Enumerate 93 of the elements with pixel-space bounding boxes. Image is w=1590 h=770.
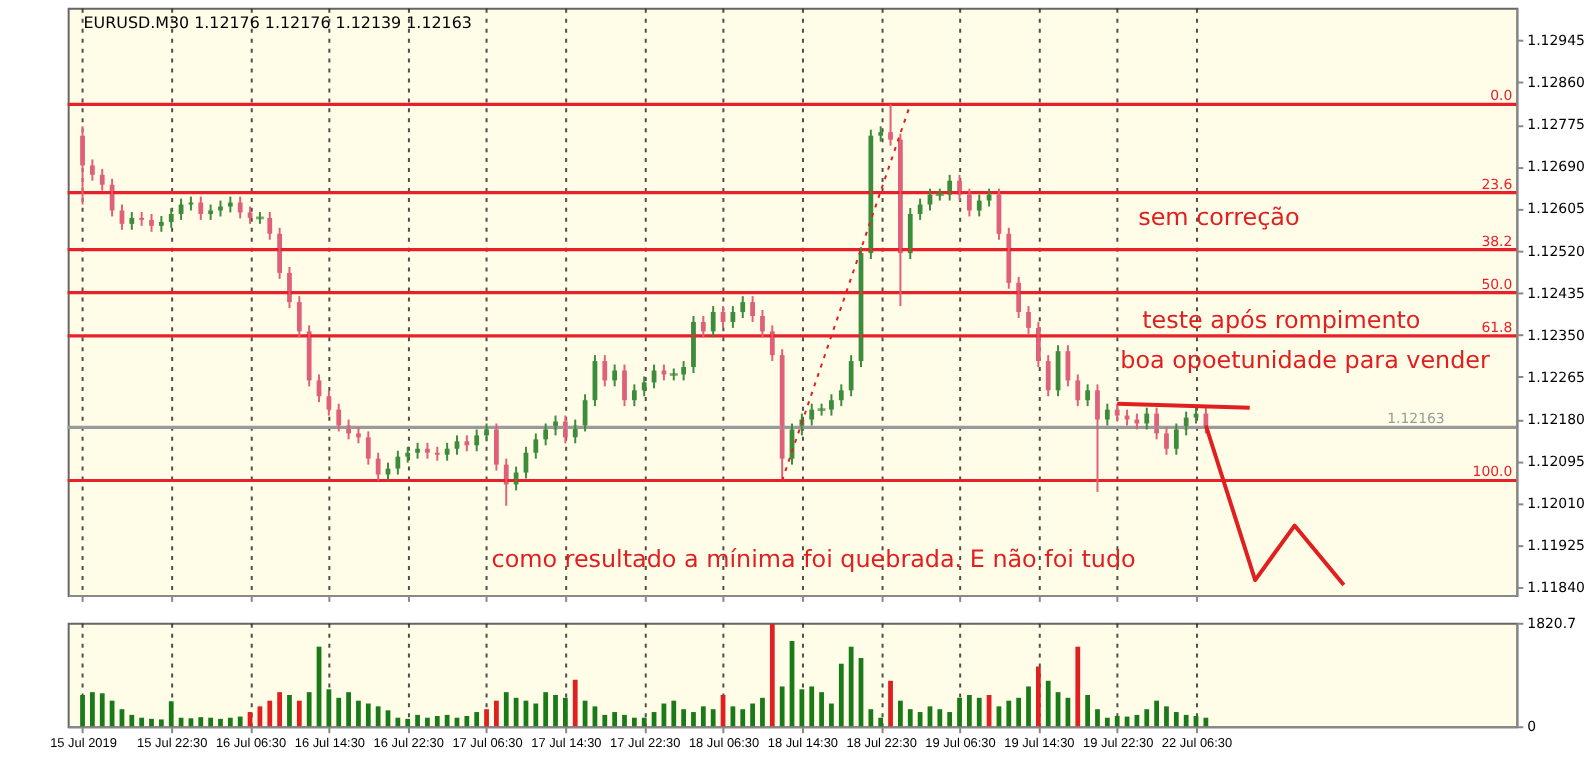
bar xyxy=(277,692,282,727)
bar xyxy=(425,717,430,727)
bar xyxy=(760,697,765,727)
bar xyxy=(572,679,578,727)
bar xyxy=(917,712,923,727)
bar xyxy=(198,717,204,727)
bar xyxy=(306,692,312,727)
bar xyxy=(562,697,568,727)
bar xyxy=(1164,706,1169,727)
bar xyxy=(809,686,815,727)
bar xyxy=(336,697,342,727)
bar xyxy=(208,717,214,727)
bar xyxy=(434,716,440,727)
bar xyxy=(356,700,361,727)
bar xyxy=(671,700,677,727)
bar xyxy=(1085,694,1091,727)
bar xyxy=(937,709,943,727)
bar xyxy=(1114,716,1120,727)
bar xyxy=(395,717,401,727)
bar xyxy=(641,717,647,727)
bar xyxy=(878,717,884,727)
bar xyxy=(868,709,874,727)
annotation: sem correção xyxy=(1138,202,1300,231)
bar xyxy=(957,697,962,727)
bar xyxy=(691,712,696,727)
annotation: como resultado a mínima foi quebrada. E não foi tudo xyxy=(491,545,1136,574)
bar xyxy=(90,692,95,727)
bar xyxy=(829,703,834,727)
bar xyxy=(464,716,470,727)
bar xyxy=(750,703,755,727)
bar xyxy=(365,703,371,727)
bar xyxy=(819,692,824,727)
bar xyxy=(799,689,805,727)
bar xyxy=(888,680,893,727)
bar xyxy=(1203,717,1209,727)
bar xyxy=(602,714,608,727)
bar xyxy=(1045,680,1051,727)
bar xyxy=(612,712,618,727)
bar xyxy=(474,712,480,727)
bar xyxy=(139,717,145,727)
bar xyxy=(553,694,558,727)
bar xyxy=(898,700,903,727)
bar xyxy=(444,714,450,727)
bar xyxy=(947,712,953,727)
bar xyxy=(1183,714,1189,727)
bar xyxy=(99,693,105,727)
bar xyxy=(149,718,154,727)
bar xyxy=(543,692,549,727)
bar xyxy=(976,697,982,727)
bar xyxy=(346,692,351,727)
bar xyxy=(740,709,746,727)
bar xyxy=(967,694,972,727)
bar xyxy=(1173,712,1179,727)
bar xyxy=(681,709,687,727)
annotation: teste após rompimento xyxy=(1142,306,1421,335)
bar xyxy=(1154,700,1159,727)
chart-title: EURUSD.M30 1.12176 1.12176 1.12139 1.12163 xyxy=(83,13,472,32)
bar xyxy=(227,717,233,727)
bar xyxy=(769,623,775,727)
bar xyxy=(503,692,509,727)
annotation: boa opoetunidade para vender xyxy=(1120,346,1491,375)
bar xyxy=(1075,646,1081,727)
bar xyxy=(415,714,420,727)
bar xyxy=(326,689,332,727)
bar xyxy=(907,709,913,727)
bar xyxy=(267,700,273,727)
bar xyxy=(779,686,785,727)
bar xyxy=(1006,700,1012,727)
bar xyxy=(129,714,135,727)
bar xyxy=(484,709,489,727)
bar xyxy=(237,716,243,727)
bar xyxy=(700,706,706,727)
bar xyxy=(287,694,292,727)
bar xyxy=(168,701,174,727)
bar xyxy=(296,700,302,727)
bar xyxy=(1035,666,1041,727)
bar xyxy=(80,694,85,727)
bar xyxy=(838,663,844,727)
bar xyxy=(710,709,716,727)
bar xyxy=(1144,709,1150,727)
bar xyxy=(375,706,381,727)
bar xyxy=(405,718,411,727)
bar xyxy=(1016,697,1022,727)
bar xyxy=(631,717,637,727)
bar xyxy=(158,719,164,727)
bar xyxy=(848,646,854,727)
bar xyxy=(1104,717,1110,727)
bar xyxy=(533,703,539,727)
bar xyxy=(218,718,223,727)
bar xyxy=(1095,709,1100,727)
bar xyxy=(494,700,499,727)
bar xyxy=(622,714,627,727)
bar xyxy=(1026,686,1031,727)
